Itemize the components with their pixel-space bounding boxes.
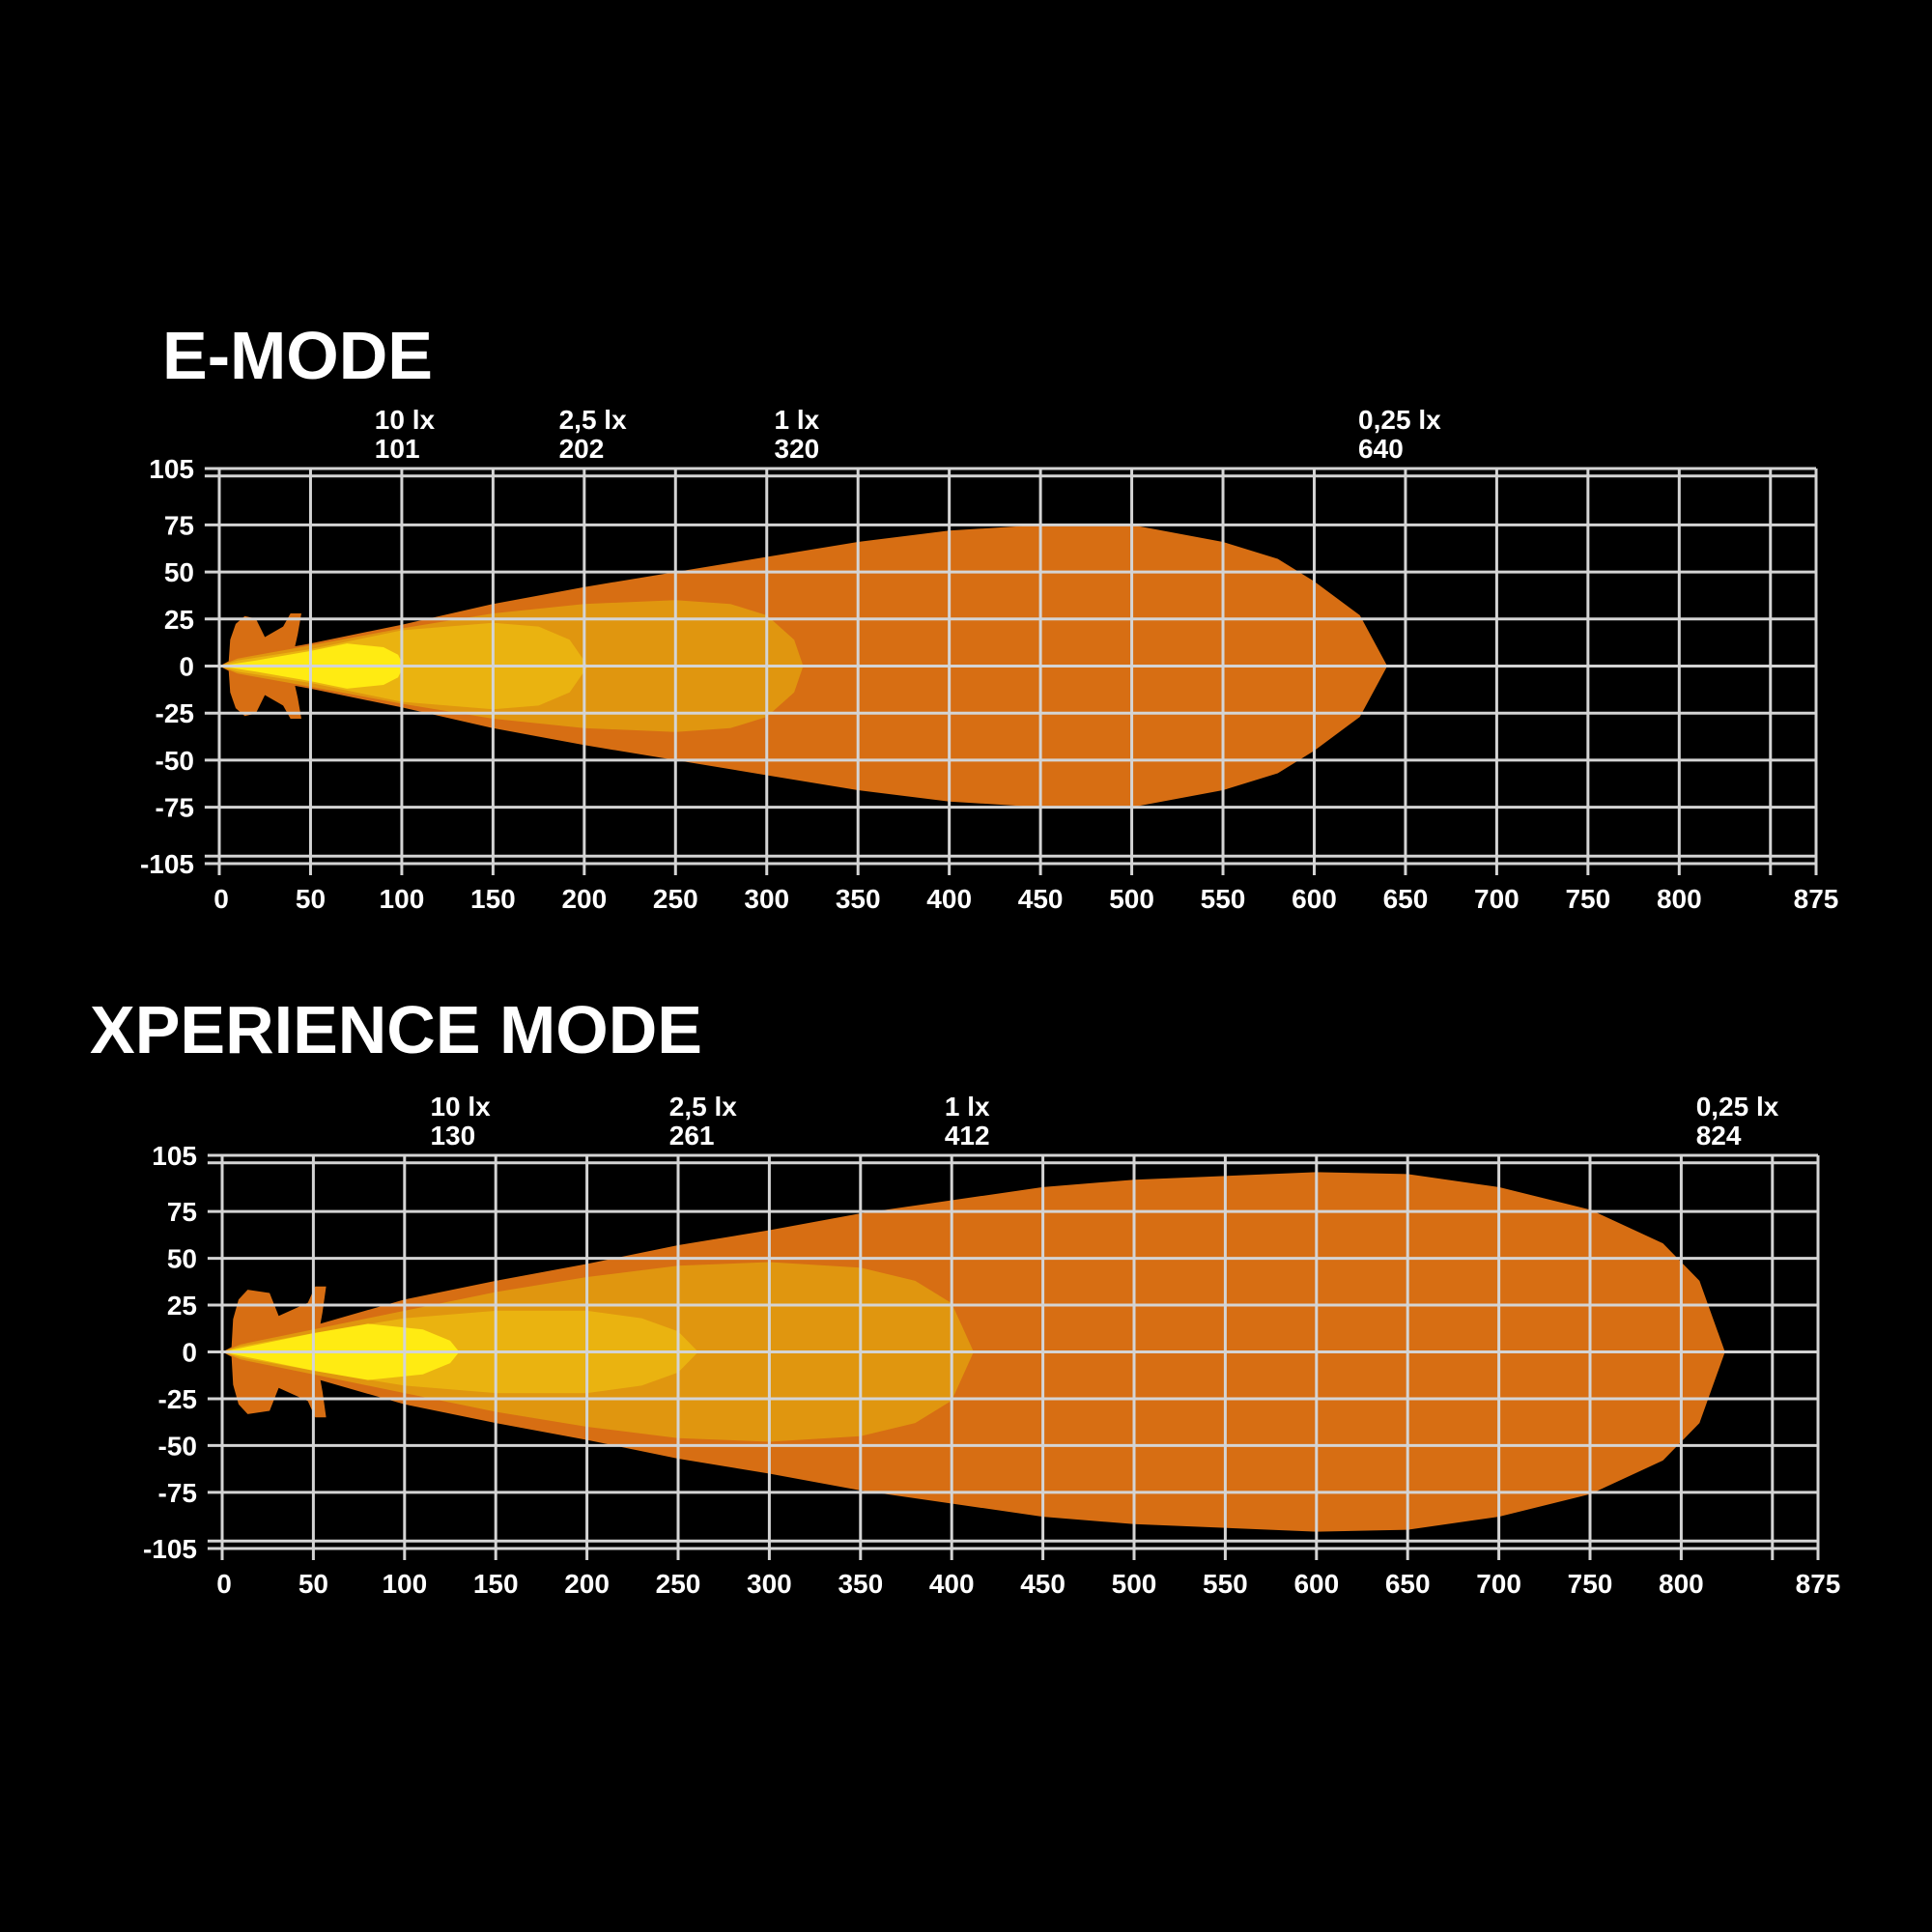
y-tick-label: 75 (167, 1197, 197, 1227)
x-tick-label: 450 (1018, 884, 1064, 914)
x-tick-label: 100 (380, 884, 425, 914)
x-tick-label: 0 (213, 884, 229, 914)
y-tick-label: 50 (164, 557, 194, 587)
y-tick-label: -75 (158, 1478, 197, 1508)
isolux-distance-value: 202 (559, 434, 605, 464)
x-tick-label: 400 (926, 884, 972, 914)
isolux-label: 10 lx (375, 405, 436, 435)
x-tick-label: 0 (216, 1569, 232, 1599)
x-tick-label: 875 (1796, 1569, 1841, 1599)
x-tick-label: 700 (1474, 884, 1520, 914)
x-tick-label: 600 (1292, 884, 1337, 914)
isolux-distance-value: 320 (775, 434, 820, 464)
y-tick-label: -50 (156, 746, 194, 776)
y-tick-label: -105 (143, 1534, 197, 1564)
y-tick-label: 75 (164, 510, 194, 540)
x-tick-label: 50 (298, 1569, 328, 1599)
chart-title: XPERIENCE MODE (90, 992, 702, 1067)
x-tick-label: 650 (1383, 884, 1429, 914)
x-tick-label: 200 (564, 1569, 610, 1599)
isolux-label: 0,25 lx (1696, 1092, 1779, 1122)
y-tick-label: -75 (156, 793, 194, 823)
x-tick-label: 550 (1203, 1569, 1248, 1599)
x-tick-label: 875 (1794, 884, 1839, 914)
y-tick-label: -25 (156, 698, 194, 728)
isolux-distance-value: 824 (1696, 1121, 1742, 1151)
x-tick-label: 600 (1293, 1569, 1339, 1599)
isolux-distance-value: 261 (669, 1121, 715, 1151)
isolux-label: 2,5 lx (669, 1092, 737, 1122)
x-tick-label: 250 (656, 1569, 701, 1599)
y-tick-label: 0 (179, 652, 194, 682)
isolux-label: 2,5 lx (559, 405, 627, 435)
isolux-distance-value: 412 (945, 1121, 990, 1151)
x-tick-label: 750 (1568, 1569, 1613, 1599)
x-tick-label: 250 (653, 884, 698, 914)
x-tick-label: 100 (382, 1569, 427, 1599)
x-tick-label: 550 (1201, 884, 1246, 914)
y-tick-label: 25 (167, 1291, 197, 1321)
x-tick-label: 800 (1657, 884, 1702, 914)
isolux-label: 10 lx (430, 1092, 491, 1122)
x-tick-label: 300 (744, 884, 789, 914)
x-tick-label: 650 (1385, 1569, 1431, 1599)
isolux-label: 1 lx (945, 1092, 990, 1122)
x-tick-label: 50 (296, 884, 326, 914)
x-tick-label: 350 (838, 1569, 883, 1599)
x-tick-label: 500 (1112, 1569, 1157, 1599)
y-tick-label: -50 (158, 1431, 197, 1461)
y-tick-label: 105 (149, 454, 194, 484)
x-tick-label: 400 (929, 1569, 975, 1599)
chart-title: E-MODE (162, 318, 433, 393)
x-tick-label: 500 (1109, 884, 1154, 914)
y-tick-label: -25 (158, 1384, 197, 1414)
y-tick-label: 0 (182, 1338, 197, 1368)
isolux-label: 0,25 lx (1358, 405, 1441, 435)
isolux-distance-value: 101 (375, 434, 420, 464)
x-tick-label: 200 (561, 884, 607, 914)
y-tick-label: 50 (167, 1244, 197, 1274)
x-tick-label: 300 (747, 1569, 792, 1599)
y-tick-label: -105 (140, 849, 194, 879)
y-tick-label: 25 (164, 605, 194, 635)
y-tick-label: 105 (152, 1141, 197, 1171)
x-tick-label: 150 (470, 884, 516, 914)
isolux-label: 1 lx (775, 405, 820, 435)
x-tick-label: 700 (1476, 1569, 1521, 1599)
isolux-distance-value: 130 (430, 1121, 475, 1151)
x-tick-label: 150 (473, 1569, 519, 1599)
x-tick-label: 750 (1565, 884, 1610, 914)
x-tick-label: 350 (836, 884, 881, 914)
isolux-distance-value: 640 (1358, 434, 1404, 464)
x-tick-label: 450 (1020, 1569, 1065, 1599)
x-tick-label: 800 (1659, 1569, 1704, 1599)
